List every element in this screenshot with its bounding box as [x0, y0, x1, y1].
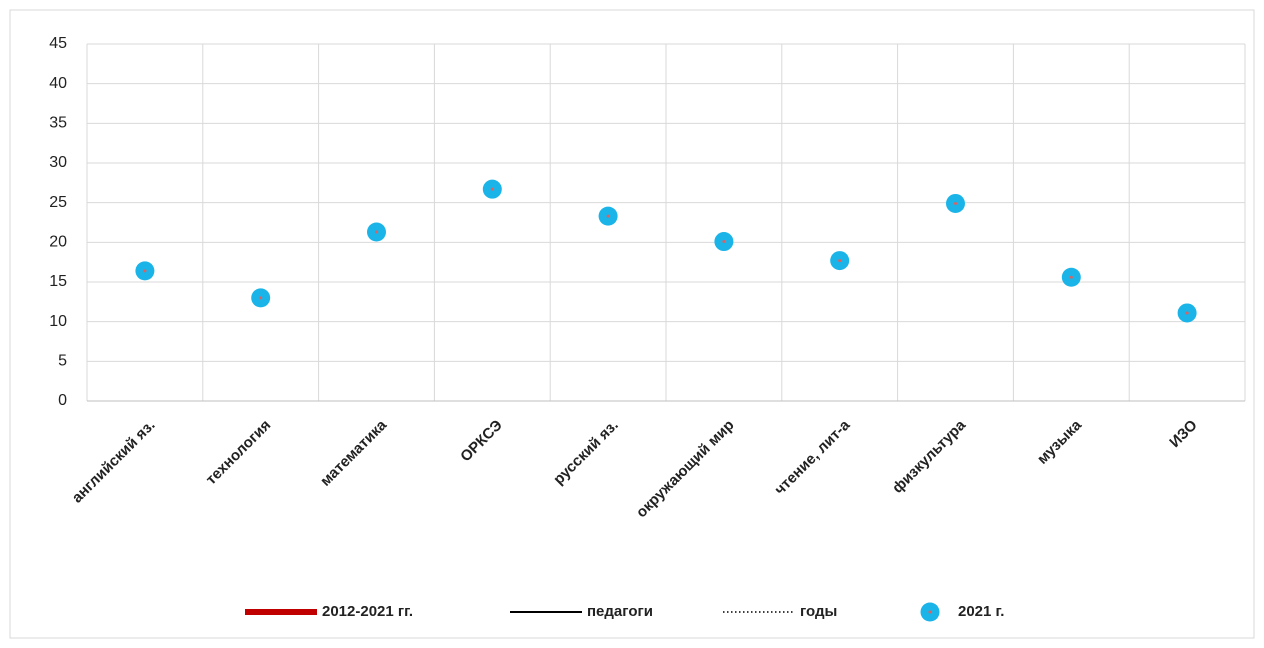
chart-frame — [9, 9, 1255, 639]
y-tick-label: 45 — [49, 35, 67, 52]
y-tick-label: 15 — [49, 273, 67, 290]
y-tick-label: 10 — [49, 313, 67, 330]
legend-label: годы — [800, 603, 837, 620]
dot-center — [1069, 275, 1073, 279]
dot-center — [375, 230, 378, 234]
dot-center — [722, 240, 726, 244]
legend-label: педагоги — [587, 603, 653, 620]
y-tick-label: 35 — [49, 115, 67, 132]
dot-center — [606, 214, 610, 218]
dot-center — [143, 269, 147, 273]
y-tick-label: 25 — [49, 194, 67, 211]
y-tick-label: 40 — [49, 75, 67, 92]
y-tick-label: 5 — [58, 353, 67, 370]
legend-label: 2012-2021 гг. — [322, 603, 413, 620]
dot-center — [954, 201, 957, 205]
dot-center — [838, 259, 842, 263]
y-tick-label: 30 — [49, 154, 67, 171]
dot-center — [490, 187, 494, 191]
legend-label: 2021 г. — [958, 603, 1004, 620]
y-tick-label: 0 — [58, 392, 67, 409]
y-tick-label: 20 — [49, 234, 67, 251]
dot-center — [259, 296, 263, 300]
dot-center — [1185, 311, 1189, 315]
legend-dot-center — [928, 610, 932, 614]
